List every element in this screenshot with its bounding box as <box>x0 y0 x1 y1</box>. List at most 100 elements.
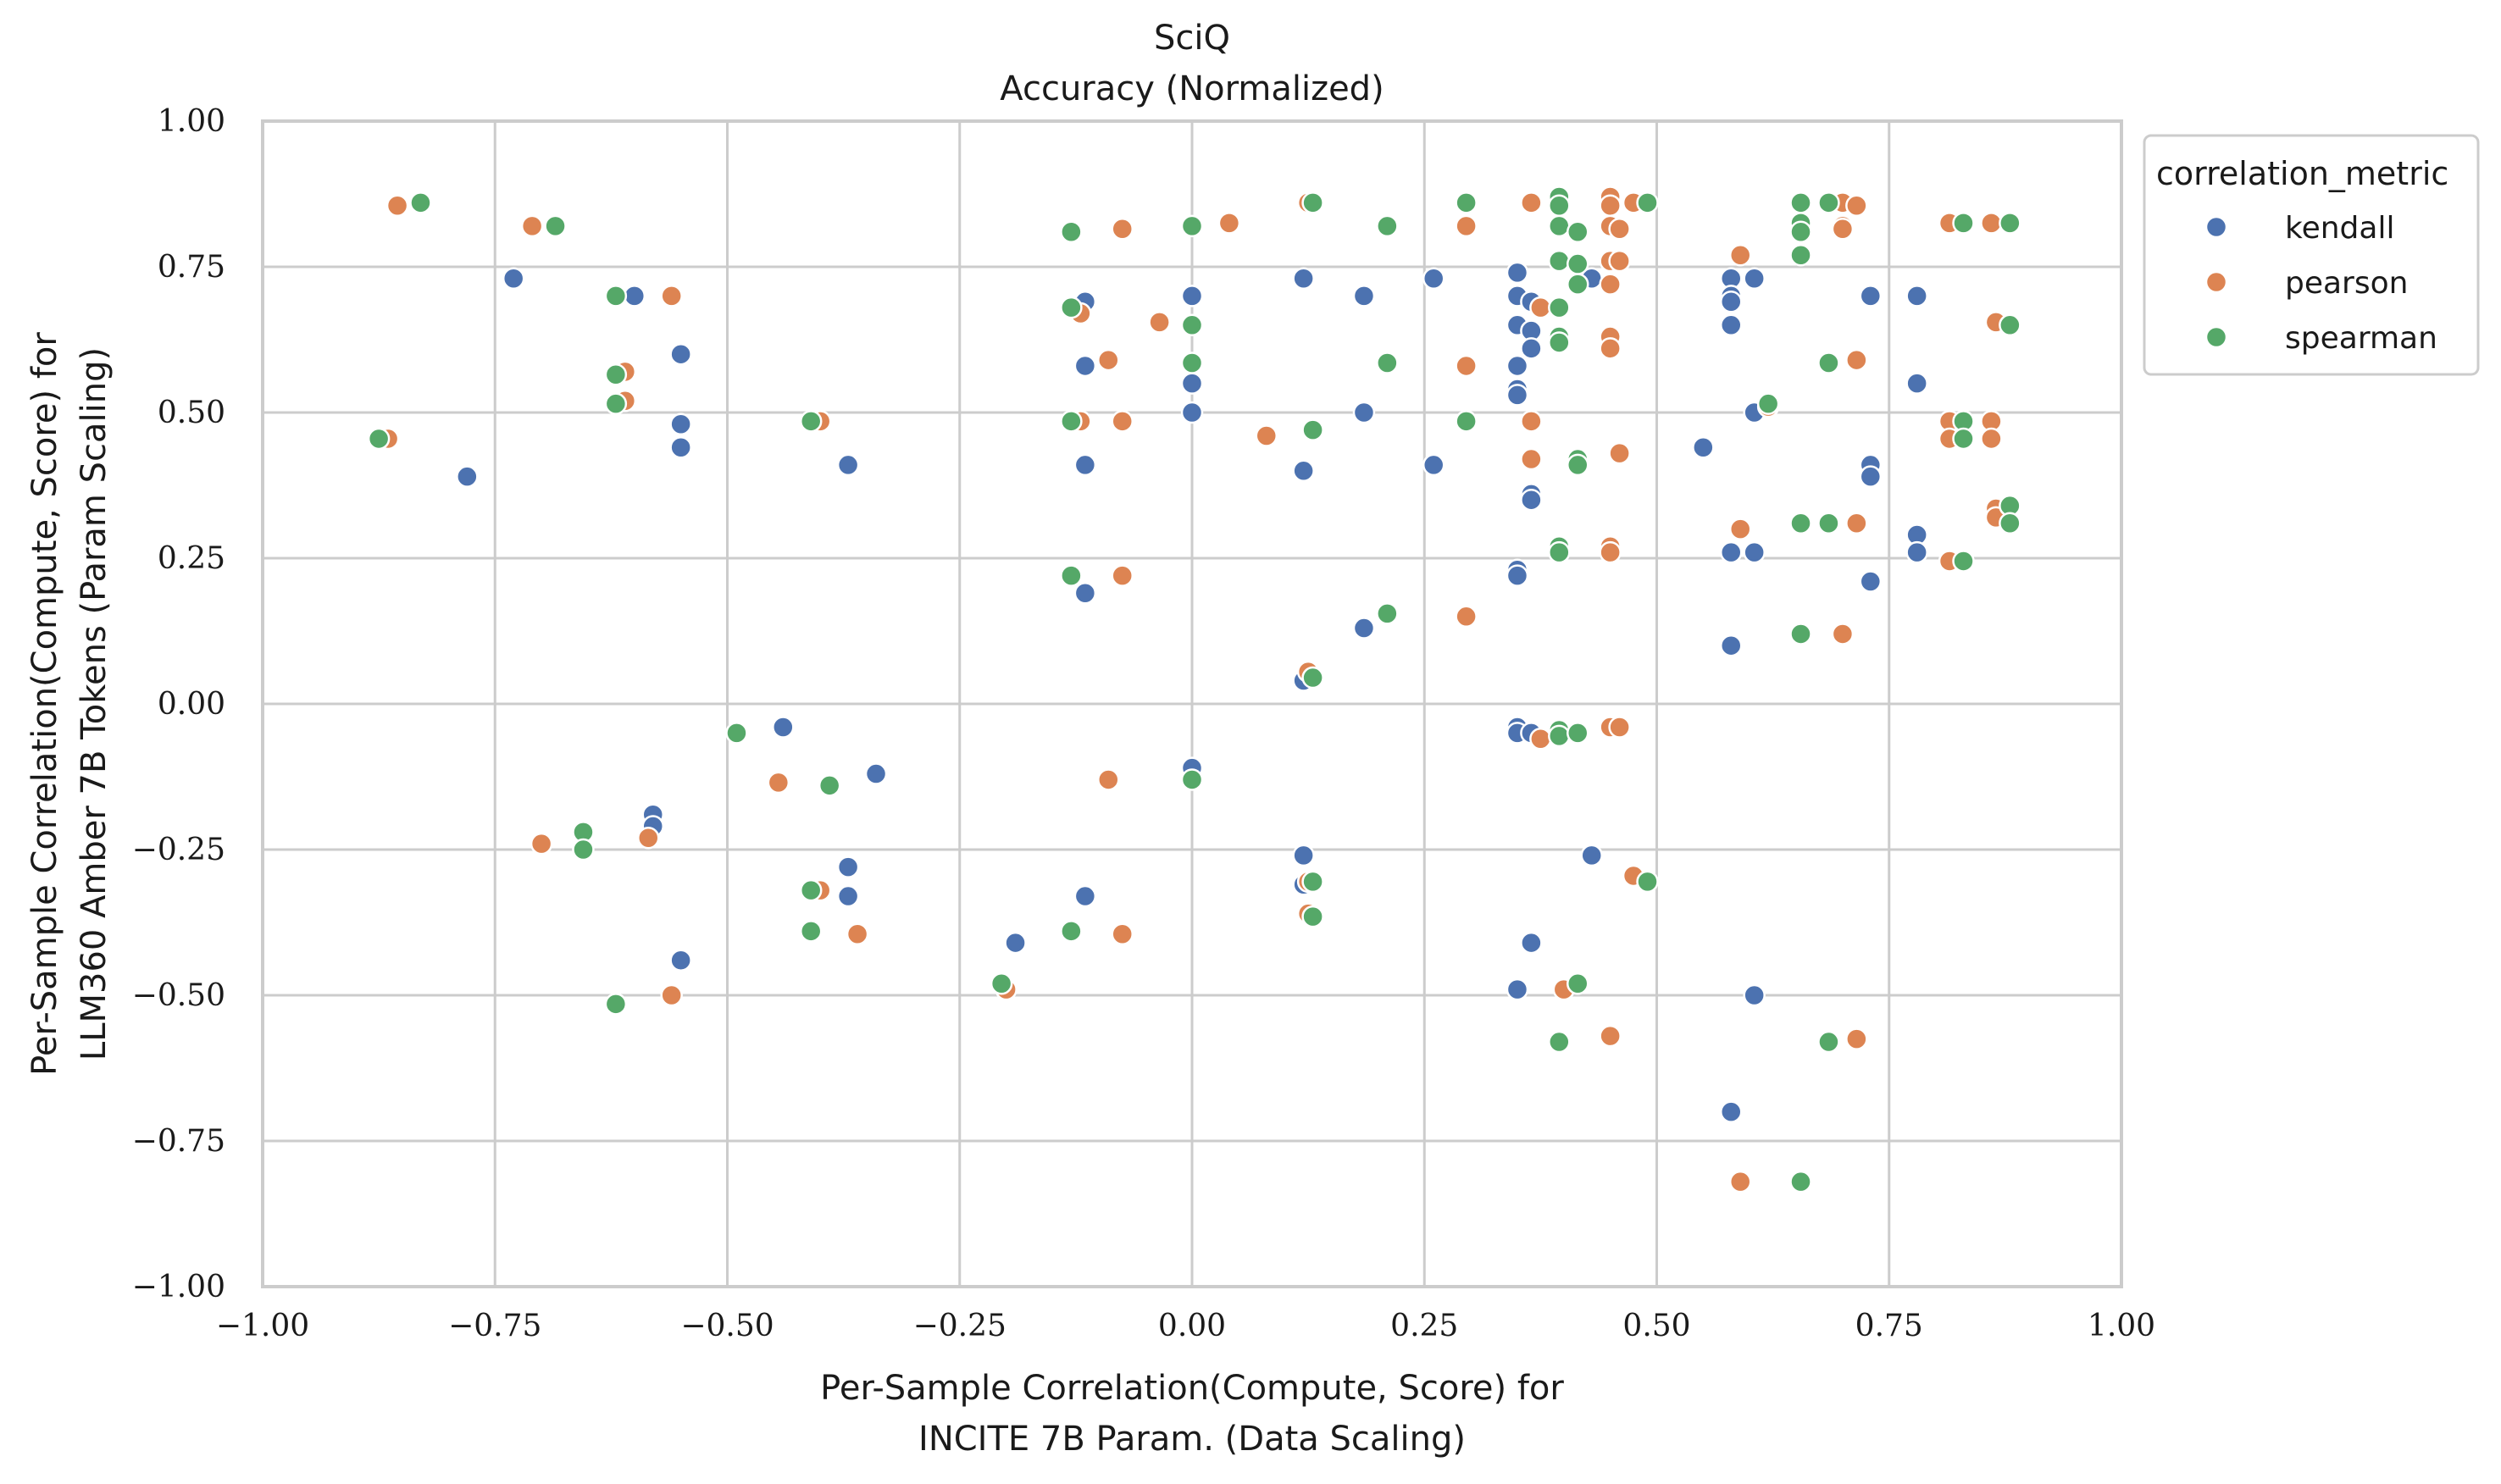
point-spearman <box>1567 273 1589 296</box>
point-spearman <box>1060 296 1083 319</box>
point-kendall <box>502 267 525 291</box>
point-kendall <box>1422 453 1445 477</box>
point-pearson <box>1831 218 1855 241</box>
point-kendall <box>1506 384 1529 407</box>
point-pearson <box>660 983 683 1007</box>
point-kendall <box>1506 564 1529 587</box>
y-tick-label: −1.00 <box>132 1270 225 1304</box>
point-kendall <box>772 716 795 739</box>
y-tick-label: 0.50 <box>158 396 225 430</box>
point-spearman <box>604 285 628 307</box>
point-pearson <box>520 214 544 238</box>
y-axis-label-line1: Per-Sample Correlation(Compute, Score) f… <box>25 332 64 1076</box>
legend-label-pearson: pearson <box>2285 266 2408 301</box>
point-spearman <box>1060 564 1083 587</box>
y-tick-label: −0.75 <box>132 1124 225 1159</box>
point-kendall <box>1743 983 1766 1007</box>
x-tick-label: 1.00 <box>2088 1309 2155 1343</box>
point-pearson <box>530 832 553 856</box>
point-pearson <box>1599 337 1622 360</box>
point-kendall <box>1180 401 1204 424</box>
point-spearman <box>1789 1170 1812 1193</box>
point-pearson <box>767 771 790 795</box>
y-tick-label: 0.00 <box>158 687 225 722</box>
x-tick-label: 0.75 <box>1855 1309 1923 1343</box>
point-spearman <box>1548 724 1571 748</box>
point-pearson <box>1111 218 1134 241</box>
chart-title: SciQ <box>1154 19 1230 58</box>
point-spearman <box>1376 602 1399 625</box>
point-pearson <box>1148 311 1171 334</box>
point-kendall <box>1073 453 1097 477</box>
x-tick-label: −0.50 <box>680 1309 774 1343</box>
point-pearson <box>1980 427 2003 451</box>
point-pearson <box>1097 348 1120 372</box>
point-pearson <box>1529 296 1552 319</box>
point-spearman <box>1301 418 1324 441</box>
point-spearman <box>604 392 628 415</box>
point-kendall <box>1292 267 1315 291</box>
point-spearman <box>1817 352 1840 374</box>
point-pearson <box>1529 728 1552 750</box>
point-spearman <box>604 363 628 386</box>
legend-marker-spearman <box>2204 325 2228 349</box>
point-pearson <box>1845 194 1868 218</box>
point-kendall <box>1506 977 1529 1001</box>
point-kendall <box>1692 436 1715 459</box>
point-kendall <box>1905 372 1928 395</box>
point-pearson <box>1728 243 1752 267</box>
point-kendall <box>1905 540 1928 564</box>
point-kendall <box>669 949 692 972</box>
point-kendall <box>1180 372 1204 395</box>
y-axis-label-line2: LLM360 Amber 7B Tokens (Param Scaling) <box>75 347 114 1060</box>
point-kendall <box>864 762 888 785</box>
point-kendall <box>836 884 860 908</box>
point-kendall <box>1180 285 1204 307</box>
point-spearman <box>1567 972 1589 995</box>
x-tick-label: 0.50 <box>1622 1309 1690 1343</box>
point-spearman <box>1455 410 1478 433</box>
point-kendall <box>1720 540 1743 564</box>
point-kendall <box>1422 267 1445 291</box>
point-kendall <box>1292 459 1315 483</box>
point-spearman <box>1180 214 1204 238</box>
point-spearman <box>1999 212 2021 235</box>
y-tick-label: 1.00 <box>158 104 225 139</box>
legend-marker-pearson <box>2204 270 2228 294</box>
point-kendall <box>669 342 692 366</box>
point-pearson <box>1608 249 1631 273</box>
point-spearman <box>1567 252 1589 275</box>
point-spearman <box>1301 870 1324 894</box>
point-spearman <box>1952 427 1975 451</box>
point-spearman <box>1567 220 1589 243</box>
x-tick-label: 0.25 <box>1390 1309 1458 1343</box>
point-kendall <box>1352 401 1376 424</box>
point-pearson <box>1520 447 1543 471</box>
point-spearman <box>1455 191 1478 214</box>
point-kendall <box>1720 1100 1743 1123</box>
point-pearson <box>1599 194 1622 218</box>
point-kendall <box>1073 354 1097 378</box>
point-pearson <box>1608 218 1631 241</box>
point-pearson <box>1520 410 1543 433</box>
point-spearman <box>799 410 823 433</box>
point-spearman <box>1548 249 1571 273</box>
series-pearson <box>376 186 2008 1193</box>
point-kendall <box>1720 313 1743 337</box>
point-pearson <box>637 826 660 850</box>
point-spearman <box>1999 512 2021 534</box>
point-kendall <box>1743 267 1766 291</box>
point-kendall <box>623 285 646 307</box>
point-spearman <box>1567 453 1589 477</box>
point-spearman <box>1376 352 1399 374</box>
point-pearson <box>1831 623 1855 645</box>
series-kendall <box>456 261 1928 1123</box>
point-spearman <box>1756 392 1780 415</box>
legend-marker-kendall <box>2204 215 2228 239</box>
point-spearman <box>1548 540 1571 564</box>
point-spearman <box>1060 220 1083 243</box>
point-kendall <box>1073 884 1097 908</box>
point-spearman <box>1301 191 1324 214</box>
point-spearman <box>1817 1030 1840 1054</box>
